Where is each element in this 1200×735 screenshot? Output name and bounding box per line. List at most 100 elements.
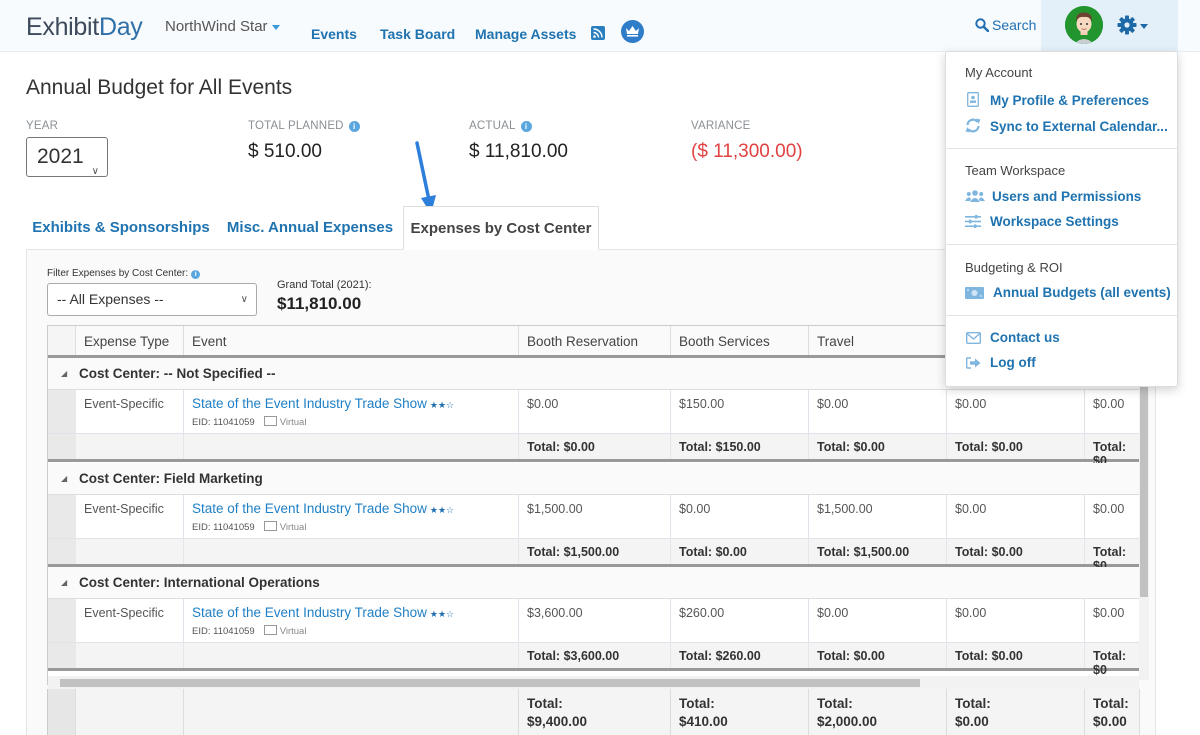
nav-manage-assets[interactable]: Manage Assets [475, 26, 577, 42]
menu-item-sync-calendar[interactable]: Sync to External Calendar... [965, 118, 1168, 136]
rss-icon[interactable] [591, 26, 605, 40]
filter-value: -- All Expenses -- [57, 291, 164, 307]
actual-value: $ 11,810.00 [469, 141, 568, 162]
event-link[interactable]: State of the Event Industry Trade Show [192, 501, 427, 516]
empty-cell [76, 539, 184, 564]
annotation-arrow-icon [415, 141, 436, 214]
total-value: $410.00 [679, 714, 728, 729]
total-cell: Total: $3,600.00 [519, 643, 671, 668]
total-cell: Total: $1,500.00 [519, 539, 671, 564]
menu-item-label: Contact us [990, 330, 1060, 345]
total-label: Total: [955, 696, 991, 711]
grand-total-cell: Total: $9,400.00 [519, 689, 671, 735]
column-header-event[interactable]: Event [184, 326, 519, 355]
crown-icon[interactable] [621, 20, 644, 43]
group-row-international-operations[interactable]: ◢ Cost Center: International Operations [48, 567, 1139, 599]
collapse-triangle-icon[interactable]: ◢ [61, 474, 68, 483]
menu-section-team-workspace: Team Workspace [965, 163, 1066, 178]
stat-label-text: TOTAL PLANNED [248, 120, 344, 132]
event-link[interactable]: State of the Event Industry Trade Show [192, 605, 427, 620]
event-id: EID: 11041059 [192, 626, 255, 637]
page-title: Annual Budget for All Events [26, 76, 293, 99]
nav-task-board[interactable]: Task Board [380, 26, 456, 42]
menu-item-annual-budgets[interactable]: Annual Budgets (all events) [965, 285, 1171, 302]
tab-exhibits-sponsorships[interactable]: Exhibits & Sponsorships [32, 219, 210, 236]
row-gutter [48, 643, 76, 668]
table-row: Event-Specific State of the Event Indust… [48, 599, 1139, 643]
virtual-event-icon [263, 625, 277, 635]
menu-item-contact-us[interactable]: Contact us [965, 330, 1060, 347]
expense-type-cell: Event-Specific [76, 495, 184, 538]
amount-cell: $0.00 [947, 390, 1085, 433]
total-cell: Total: $150.00 [671, 434, 809, 459]
logo-text-accent: Day [98, 13, 143, 41]
expense-type-cell: Event-Specific [76, 390, 184, 433]
event-cell: State of the Event Industry Trade Show ★★… [184, 495, 519, 538]
cost-center-filter-select[interactable]: -- All Expenses -- ∨ [47, 283, 257, 316]
total-planned-value: $ 510.00 [248, 141, 322, 162]
menu-item-label: My Profile & Preferences [990, 93, 1150, 108]
group-totals-row: Total: $1,500.00 Total: $0.00 Total: $1,… [48, 539, 1139, 573]
collapse-triangle-icon[interactable]: ◢ [61, 578, 68, 587]
total-cell: Total: $0.00 [519, 434, 671, 459]
year-value: 2021 [37, 145, 84, 168]
row-gutter [48, 495, 76, 538]
amount-cell: $0.00 [947, 495, 1085, 538]
amount-cell: $260.00 [671, 599, 809, 642]
total-cell: Total: $0.00 [809, 434, 947, 459]
column-header-booth-reservation[interactable]: Booth Reservation [519, 326, 671, 355]
scrollbar-thumb[interactable] [1140, 385, 1148, 597]
group-title: Cost Center: Field Marketing [79, 471, 263, 486]
empty-cell [184, 434, 519, 459]
search-button[interactable]: Search [975, 17, 1036, 33]
variance-value: ($ 11,300.00) [691, 141, 803, 162]
empty-cell [76, 689, 184, 735]
menu-item-my-profile[interactable]: My Profile & Preferences [965, 92, 1149, 110]
row-gutter [48, 539, 76, 564]
search-label: Search [992, 17, 1037, 33]
scrollbar-thumb[interactable] [60, 679, 920, 687]
column-header-booth-services[interactable]: Booth Services [671, 326, 809, 355]
total-cell: Total: $0 [1085, 539, 1139, 573]
tab-expenses-by-cost-center[interactable]: Expenses by Cost Center [403, 206, 599, 250]
event-id: EID: 11041059 [192, 417, 255, 428]
avatar[interactable] [1065, 6, 1103, 44]
menu-divider [946, 315, 1177, 316]
total-planned-label: TOTAL PLANNED i [248, 120, 360, 132]
app-logo[interactable]: ExhibitDay [26, 13, 143, 42]
star-rating-icon: ★★☆ [429, 505, 455, 515]
info-icon[interactable]: i [191, 270, 201, 279]
total-cell: Total: $0.00 [809, 643, 947, 668]
gear-icon[interactable] [1117, 15, 1137, 35]
caret-down-icon[interactable] [1140, 24, 1148, 29]
info-icon[interactable]: i [348, 121, 360, 132]
column-header-travel[interactable]: Travel [809, 326, 947, 355]
column-header-expense-type[interactable]: Expense Type [76, 326, 184, 355]
filter-label: Filter Expenses by Cost Center: i [47, 268, 201, 279]
horizontal-scrollbar[interactable] [48, 676, 1139, 689]
nav-events[interactable]: Events [311, 26, 357, 42]
menu-item-label: Workspace Settings [990, 214, 1119, 229]
menu-item-label: Log off [990, 355, 1036, 370]
total-label: Total: [1093, 696, 1129, 711]
grand-total-cell: Total: $410.00 [671, 689, 809, 735]
year-select[interactable]: 2021 ∨ [26, 137, 108, 177]
amount-cell: $0.00 [1085, 390, 1139, 433]
info-icon[interactable]: i [520, 121, 532, 132]
amount-cell: $0.00 [519, 390, 671, 433]
menu-item-log-off[interactable]: Log off [965, 355, 1036, 372]
total-cell: Total: $0.00 [947, 643, 1085, 668]
menu-item-users-permissions[interactable]: Users and Permissions [965, 189, 1141, 206]
sync-icon [965, 118, 981, 136]
group-row-field-marketing[interactable]: ◢ Cost Center: Field Marketing [48, 463, 1139, 495]
menu-item-workspace-settings[interactable]: Workspace Settings [965, 214, 1119, 231]
total-cell: Total: $260.00 [671, 643, 809, 668]
table-row: Event-Specific State of the Event Indust… [48, 495, 1139, 539]
collapse-triangle-icon[interactable]: ◢ [61, 369, 68, 378]
event-cell: State of the Event Industry Trade Show ★★… [184, 599, 519, 642]
menu-section-my-account: My Account [965, 65, 1033, 80]
vertical-scrollbar[interactable] [1139, 325, 1149, 680]
workspace-switcher[interactable]: NorthWind Star [165, 18, 280, 35]
event-link[interactable]: State of the Event Industry Trade Show [192, 396, 427, 411]
tab-misc-annual-expenses[interactable]: Misc. Annual Expenses [226, 219, 394, 236]
